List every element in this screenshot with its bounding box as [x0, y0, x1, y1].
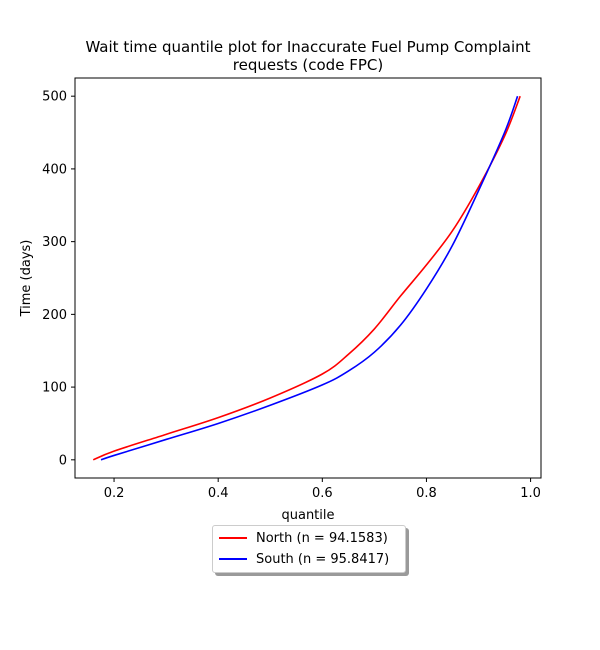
axis-layer: 0.2 0.4 0.6 0.8 1.0 0 100 200 300 400 500: [42, 90, 541, 501]
legend-label-south: South (n = 95.8417): [256, 551, 390, 567]
y-tick-label: 400: [42, 162, 67, 177]
series-line-north: [92, 95, 521, 461]
x-tick-label: 0.8: [416, 486, 437, 501]
legend-item-north: North (n = 94.1583): [219, 528, 388, 548]
series-line-south: [100, 95, 519, 461]
y-tick-label: 100: [42, 381, 67, 396]
legend-swatch-south: [219, 558, 247, 560]
legend: North (n = 94.1583) South (n = 95.8417): [212, 525, 406, 573]
legend-item-south: South (n = 95.8417): [219, 549, 389, 569]
chart-title-line-2: requests (code FPC): [233, 56, 383, 74]
x-tick-label: 0.6: [312, 486, 333, 501]
x-tick-label: 1.0: [520, 486, 541, 501]
legend-label-north: North (n = 94.1583): [256, 530, 388, 546]
series-layer: [92, 95, 521, 461]
plot-area-frame: [74, 77, 542, 479]
x-axis-label: quantile: [281, 508, 334, 523]
legend-swatch-north: [219, 537, 247, 539]
y-tick-label: 300: [42, 235, 67, 250]
x-tick-label: 0.2: [104, 486, 125, 501]
y-tick-label: 500: [42, 90, 67, 105]
chart-title-line-1: Wait time quantile plot for Inaccurate F…: [85, 38, 530, 56]
y-tick-label: 200: [42, 308, 67, 323]
y-tick-label: 0: [59, 453, 67, 468]
x-tick-label: 0.4: [208, 486, 229, 501]
y-axis-label: Time (days): [19, 240, 34, 318]
